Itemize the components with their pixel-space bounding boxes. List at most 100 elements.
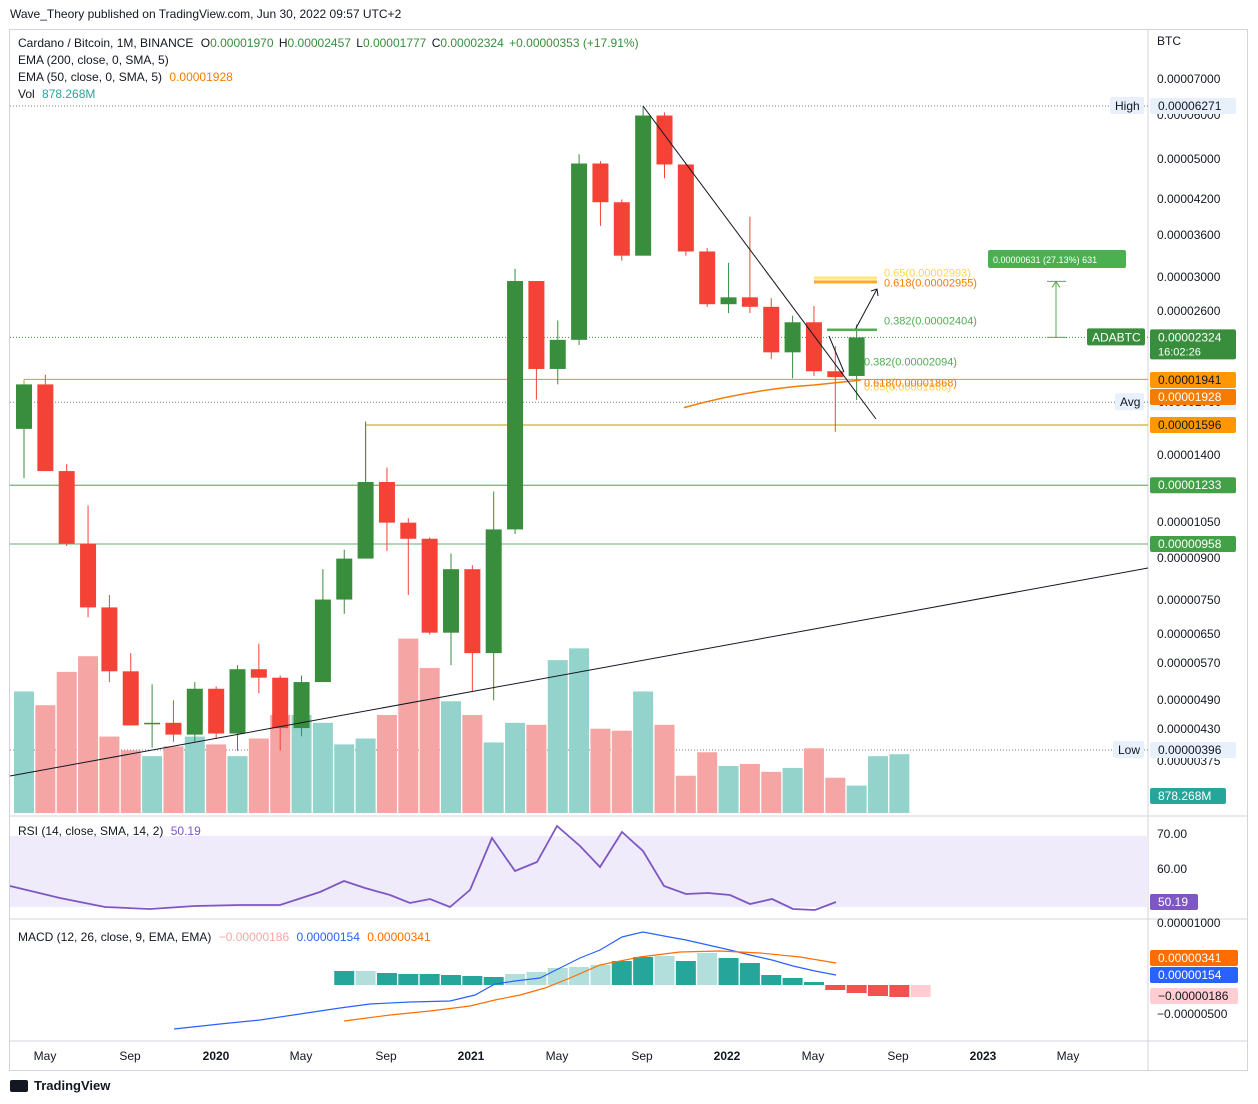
volume-bar	[505, 722, 526, 813]
macd-histogram-bar	[483, 977, 504, 985]
candle-body	[208, 688, 225, 734]
volume-bar	[14, 691, 34, 813]
volume-bar	[334, 744, 355, 813]
low-label: L	[356, 36, 363, 50]
macd-hist-value: −0.00000186	[218, 930, 290, 944]
level-1233-badge: 0.00001233	[1158, 478, 1222, 492]
volume-bar	[633, 691, 654, 813]
time-tick-label: Sep	[631, 1049, 653, 1063]
time-tick-label: Sep	[887, 1049, 909, 1063]
high-value: 0.00002457	[287, 36, 351, 50]
volume-bar	[526, 724, 547, 813]
candle-body	[699, 251, 716, 305]
time-tick-label: Sep	[119, 1049, 141, 1063]
macd-line-badge-box	[1150, 967, 1238, 983]
ema50-badge: 0.00001928	[1158, 390, 1222, 404]
macd-histogram-bar	[334, 971, 355, 985]
volume-bar	[675, 775, 696, 813]
price-tick-label: 0.00003000	[1157, 270, 1221, 284]
time-tick-label: 2021	[458, 1049, 485, 1063]
time-tick-label: Sep	[375, 1049, 397, 1063]
footer-brand[interactable]: TradingView	[10, 1078, 110, 1093]
macd-histogram-bar	[355, 971, 376, 985]
rsi-legend[interactable]: RSI (14, close, SMA, 14, 2) 50.19	[18, 824, 201, 838]
projection-arrow-head	[870, 288, 879, 297]
price-tick-label: 0.00000570	[1157, 656, 1221, 670]
last-price-box	[1150, 329, 1236, 360]
volume-bar	[569, 648, 590, 813]
volume-bar	[120, 750, 141, 813]
candle-body	[400, 522, 417, 539]
macd-histogram-bar	[419, 974, 440, 985]
candle-body	[677, 164, 694, 252]
volume-bar	[312, 722, 333, 813]
candle-body	[848, 337, 865, 376]
publisher-credit: Wave_Theory published on TradingView.com…	[10, 7, 402, 21]
candle-body	[549, 339, 566, 369]
ema50-legend[interactable]: EMA (50, close, 0, SMA, 5) 0.00001928	[18, 70, 233, 84]
change-value: +0.00000353 (+17.91%)	[509, 36, 639, 50]
macd-histogram-bar	[739, 963, 760, 985]
candle-body	[165, 722, 182, 735]
footer-brand-text: TradingView	[34, 1078, 111, 1093]
candle-body	[122, 671, 139, 726]
candle-body	[464, 569, 481, 654]
ascending-trendline	[9, 567, 1149, 777]
price-tick-label: 0.00003600	[1157, 228, 1221, 242]
wave-segment	[828, 335, 845, 373]
ema200-legend[interactable]: EMA (200, close, 0, SMA, 5)	[18, 53, 169, 67]
macd-line	[173, 931, 837, 1030]
ema50-label: EMA (50, close, 0, SMA, 5)	[18, 70, 163, 84]
volume-bar	[163, 746, 184, 813]
tradingview-logo-icon	[10, 1079, 28, 1092]
symbol-tag-box	[1087, 328, 1145, 346]
volume-legend[interactable]: Vol 878.268M	[18, 87, 95, 101]
candle-body	[507, 281, 524, 530]
volume-bar	[291, 715, 312, 813]
last-price: 0.00002324	[1158, 330, 1222, 344]
fib-65-top-label: 0.65(0.00002993)	[884, 267, 971, 279]
low-badge: 0.00000396	[1158, 743, 1222, 757]
close-label: C	[431, 36, 441, 50]
candle-body	[378, 482, 395, 523]
candle-body	[784, 322, 801, 353]
level-1233-badge-box	[1150, 477, 1236, 494]
price-tick-label: 0.00000490	[1157, 693, 1221, 707]
price-tick-label: 0.00001050	[1157, 515, 1221, 529]
level-1941-badge-box	[1150, 372, 1236, 388]
volume-bar	[78, 656, 99, 813]
volume-badge: 878.268M	[1158, 789, 1211, 803]
symbol-tag: ADABTC	[1092, 330, 1141, 344]
time-tick-label: May	[290, 1049, 313, 1063]
price-tick-label: 0.00000430	[1157, 722, 1221, 736]
rsi-tick-60: 60.00	[1157, 862, 1187, 876]
volume-bar	[782, 767, 803, 813]
macd-legend[interactable]: MACD (12, 26, close, 9, EMA, EMA) −0.000…	[18, 930, 431, 944]
candle-body	[272, 677, 289, 729]
candle-body	[16, 384, 32, 429]
fib-65-top-line	[814, 276, 877, 280]
time-tick-label: May	[34, 1049, 57, 1063]
price-tick-label: 0.00007000	[1157, 72, 1221, 86]
open-label: O	[200, 36, 211, 50]
candle-body	[314, 599, 331, 683]
rsi-badge: 50.19	[1158, 895, 1188, 909]
volume-bar	[825, 777, 846, 813]
price-tick-label: 0.00004200	[1157, 192, 1221, 206]
macd-histogram-bar	[803, 982, 824, 985]
volume-bar	[718, 765, 739, 813]
ema200-label: EMA (200, close, 0, SMA, 5)	[18, 53, 169, 67]
projection-arrow	[854, 288, 878, 331]
fib-382-top-line	[827, 328, 877, 332]
candle-body	[144, 722, 161, 725]
volume-bar	[398, 638, 419, 813]
high-badge-box	[1150, 98, 1236, 114]
macd-label: MACD (12, 26, close, 9, EMA, EMA)	[18, 930, 212, 944]
candle-body	[421, 538, 438, 633]
symbol-legend[interactable]: Cardano / Bitcoin, 1M, BINANCE O0.000019…	[18, 36, 639, 50]
price-tick-label: 0.00001400	[1157, 448, 1221, 462]
candle-body	[656, 115, 673, 165]
volume-bar	[419, 667, 440, 813]
macd-signal-value: 0.00000341	[367, 930, 431, 944]
